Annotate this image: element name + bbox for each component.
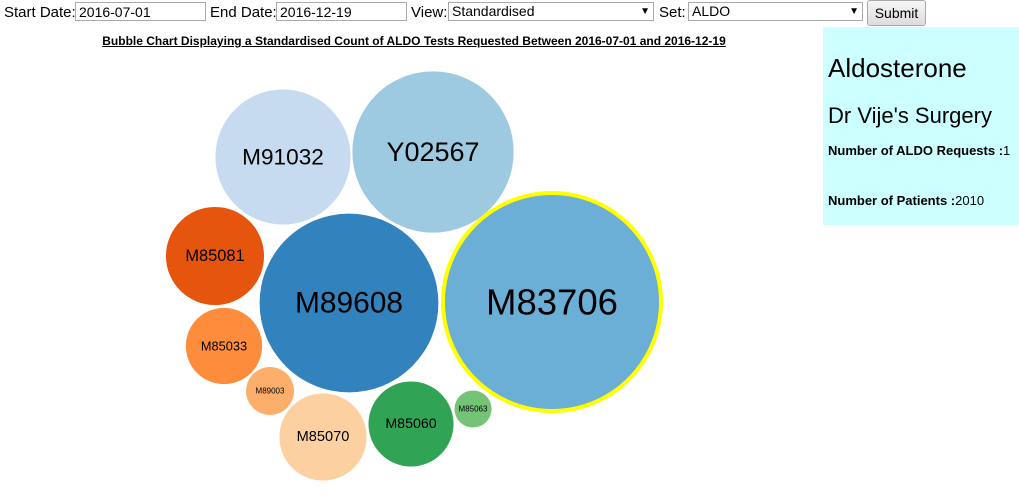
bubble-m85081[interactable]: M85081 [165,206,265,306]
submit-button[interactable]: Submit [867,0,926,26]
patients-label: Number of Patients : [828,193,956,208]
bubble-label: M85070 [297,429,350,445]
bubble-label: M89003 [256,387,285,396]
bubble-chart: M91032 Y02567 M85081 M89608 M83706 M85033 M890… [165,71,663,481]
info-panel: Aldosterone Dr Vije's Surgery Number of … [823,27,1019,225]
chart-title: Bubble Chart Displaying a Standardised C… [102,34,726,48]
bubble-circle[interactable] [454,390,492,428]
bubble-label: M85033 [201,339,247,354]
bubble-label: Y02567 [386,137,479,167]
bubble-m89003[interactable]: M89003 [246,367,294,415]
bubble-circle[interactable] [352,71,514,233]
bubble-circle[interactable] [185,307,263,385]
set-label: Set: [659,4,686,21]
view-label: View: [411,4,448,21]
bubble-label: M85060 [385,416,436,432]
bubble-label: M85081 [185,247,244,265]
set-select[interactable]: ALDO ▼ [688,2,863,21]
bubble-m89608[interactable]: M89608 [259,213,439,393]
patients-stat: Number of Patients :2010 [828,192,1018,210]
bubble-circle[interactable] [259,213,439,393]
bubble-label: M89608 [295,287,403,320]
view-select-value: Standardised [452,3,535,19]
bubble-label: M85063 [459,405,488,414]
view-select[interactable]: Standardised ▼ [448,2,654,21]
requests-stat: Number of ALDO Requests :1 [828,142,1018,160]
filter-toolbar: Start Date: End Date: View: Standardised… [0,0,1019,27]
bubble-circle[interactable] [215,89,351,225]
end-date-label: End Date: [210,4,277,21]
bubble-label: M83706 [486,282,618,323]
bubble-label: M91032 [242,145,324,170]
bubble-m91032[interactable]: M91032 [215,89,351,225]
bubble-circle[interactable] [279,393,367,481]
end-date-input[interactable] [276,2,407,21]
requests-value: 1 [1003,143,1011,158]
bubble-circle[interactable] [246,367,294,415]
start-date-label: Start Date: [4,4,76,21]
requests-label: Number of ALDO Requests : [828,143,1004,158]
bubble-m85033[interactable]: M85033 [185,307,263,385]
dropdown-arrow-icon: ▼ [640,6,650,17]
bubble-circle[interactable] [165,206,265,306]
patients-value: 2010 [955,193,985,208]
start-date-input[interactable] [75,2,206,21]
bubble-m83706[interactable]: M83706 [441,191,663,413]
bubble-m85063[interactable]: M85063 [454,390,492,428]
bubble-m85060[interactable]: M85060 [368,381,454,467]
practice-name: Dr Vije's Surgery [828,103,992,128]
bubble-m85070[interactable]: M85070 [279,393,367,481]
bubble-circle[interactable] [441,191,663,413]
bubble-y02567[interactable]: Y02567 [352,71,514,233]
set-select-value: ALDO [692,3,731,19]
test-name: Aldosterone [828,53,967,83]
dropdown-arrow-icon: ▼ [849,6,859,17]
bubble-circle[interactable] [368,381,454,467]
